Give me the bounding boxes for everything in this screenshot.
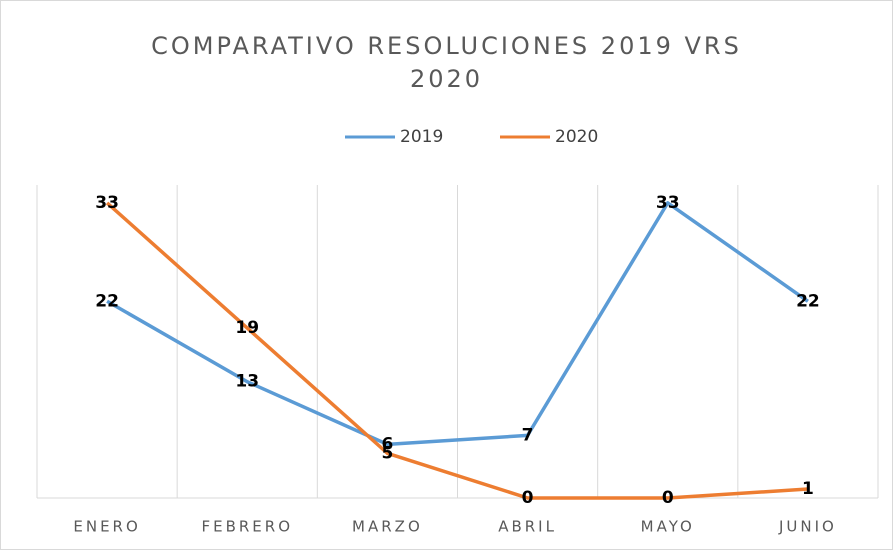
x-tick-label: MAYO (641, 518, 695, 536)
data-label: 0 (662, 488, 674, 508)
x-tick-label: MARZO (352, 518, 423, 536)
legend-label: 2020 (555, 127, 598, 147)
x-tick-label: JUNIO (778, 518, 837, 536)
series-line (105, 201, 809, 500)
data-label: 5 (381, 443, 393, 463)
data-label: 33 (95, 193, 119, 213)
data-label: 7 (522, 425, 534, 445)
series-line (106, 201, 809, 447)
legend-label: 2019 (400, 127, 443, 147)
data-label: 33 (656, 193, 680, 213)
data-label: 19 (235, 318, 259, 338)
data-label: 22 (796, 291, 820, 311)
x-tick-label: FEBRERO (201, 518, 293, 536)
data-label: 22 (95, 291, 119, 311)
chart-title: COMPARATIVO RESOLUCIONES 2019 VRS 2020 (151, 32, 742, 93)
data-label: 13 (235, 372, 259, 392)
x-tick-label: ENERO (73, 518, 140, 536)
data-label: 1 (802, 479, 814, 499)
data-label: 6 (381, 434, 393, 454)
data-label: 0 (522, 488, 534, 508)
x-tick-label: ABRIL (498, 518, 557, 536)
